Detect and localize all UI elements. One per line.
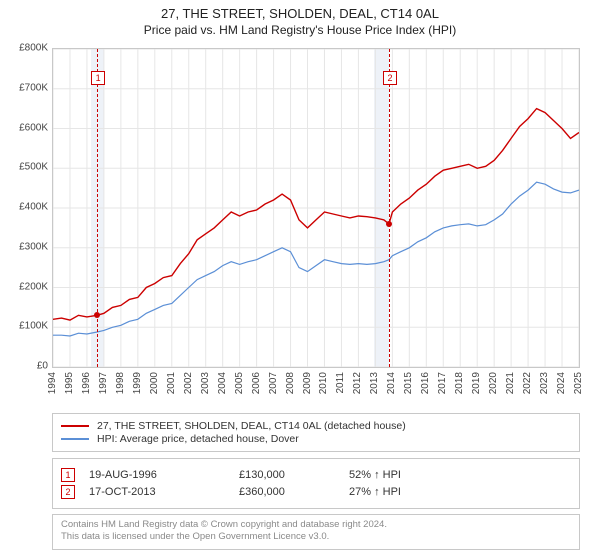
x-axis-tick-label: 1994 [47, 372, 58, 394]
x-axis-tick-label: 2005 [234, 372, 245, 394]
x-axis-tick-label: 2011 [335, 372, 346, 394]
y-axis-tick-label: £200K [19, 281, 48, 292]
y-axis-tick-label: £400K [19, 202, 48, 213]
chart-subtitle: Price paid vs. HM Land Registry's House … [0, 23, 600, 37]
legend-label: 27, THE STREET, SHOLDEN, DEAL, CT14 0AL … [97, 420, 406, 432]
sale-marker-line [389, 49, 390, 367]
legend-swatch [61, 425, 89, 427]
sale-price: £360,000 [239, 486, 349, 498]
x-axis-tick-label: 2024 [556, 372, 567, 394]
y-axis-tick-label: £100K [19, 321, 48, 332]
x-axis-tick-label: 1999 [132, 372, 143, 394]
sale-marker-label: 1 [91, 71, 105, 85]
sale-row-marker: 1 [61, 468, 75, 482]
x-axis-tick-label: 2007 [268, 372, 279, 394]
x-axis-tick-label: 2009 [302, 372, 313, 394]
x-axis-tick-label: 2020 [488, 372, 499, 394]
chart-title: 27, THE STREET, SHOLDEN, DEAL, CT14 0AL [0, 6, 600, 21]
x-axis-tick-label: 2021 [505, 372, 516, 394]
footer-line-1: Contains HM Land Registry data © Crown c… [61, 519, 571, 531]
x-axis-tick-label: 2022 [522, 372, 533, 394]
y-axis-tick-label: £700K [19, 82, 48, 93]
sales-table: 1 19-AUG-1996£130,00052% ↑ HPI 2 17-OCT-201… [52, 458, 580, 509]
y-axis-tick-label: £500K [19, 162, 48, 173]
plot-area: 12 [52, 48, 580, 368]
x-axis-tick-label: 1995 [64, 372, 75, 394]
legend-item: 27, THE STREET, SHOLDEN, DEAL, CT14 0AL … [61, 420, 571, 432]
x-axis-tick-label: 2000 [149, 372, 160, 394]
sale-row: 1 19-AUG-1996£130,00052% ↑ HPI [61, 468, 571, 482]
footer-line-2: This data is licensed under the Open Gov… [61, 531, 571, 543]
x-axis-tick-label: 2019 [471, 372, 482, 394]
x-axis-tick-label: 2018 [454, 372, 465, 394]
x-axis-tick-label: 2008 [285, 372, 296, 394]
x-axis-tick-label: 2010 [318, 372, 329, 394]
x-axis-tick-label: 2012 [352, 372, 363, 394]
x-axis-tick-label: 2015 [403, 372, 414, 394]
series-hpi [53, 182, 579, 336]
y-axis-tick-label: £0 [37, 361, 48, 372]
x-axis-tick-label: 2001 [166, 372, 177, 394]
line-series [53, 49, 579, 367]
x-axis-tick-label: 2002 [183, 372, 194, 394]
y-axis-tick-label: £300K [19, 241, 48, 252]
y-axis-tick-label: £600K [19, 122, 48, 133]
x-axis-tick-label: 1997 [98, 372, 109, 394]
chart-container: 27, THE STREET, SHOLDEN, DEAL, CT14 0AL … [0, 0, 600, 560]
x-axis-tick-label: 2016 [420, 372, 431, 394]
x-axis-tick-label: 2006 [251, 372, 262, 394]
legend-item: HPI: Average price, detached house, Dove… [61, 433, 571, 445]
attribution-footer: Contains HM Land Registry data © Crown c… [52, 514, 580, 550]
sale-marker-line [97, 49, 98, 367]
legend-label: HPI: Average price, detached house, Dove… [97, 433, 299, 445]
sale-hpi: 27% ↑ HPI [349, 486, 469, 498]
x-axis-tick-label: 2014 [386, 372, 397, 394]
legend-swatch [61, 438, 89, 440]
sale-row-marker: 2 [61, 485, 75, 499]
series-property [53, 109, 579, 321]
x-axis-tick-label: 2013 [369, 372, 380, 394]
sale-marker-label: 2 [383, 71, 397, 85]
x-axis-tick-label: 1998 [115, 372, 126, 394]
x-axis-tick-label: 2023 [539, 372, 550, 394]
sale-date: 19-AUG-1996 [89, 469, 239, 481]
legend: 27, THE STREET, SHOLDEN, DEAL, CT14 0AL … [52, 413, 580, 452]
x-axis-tick-label: 2003 [200, 372, 211, 394]
sale-hpi: 52% ↑ HPI [349, 469, 469, 481]
x-axis-tick-label: 2017 [437, 372, 448, 394]
sale-price: £130,000 [239, 469, 349, 481]
y-axis-tick-label: £800K [19, 43, 48, 54]
title-block: 27, THE STREET, SHOLDEN, DEAL, CT14 0AL … [0, 0, 600, 37]
sale-row: 2 17-OCT-2013£360,00027% ↑ HPI [61, 485, 571, 499]
sale-date: 17-OCT-2013 [89, 486, 239, 498]
x-axis-tick-label: 2004 [217, 372, 228, 394]
x-axis-tick-label: 1996 [81, 372, 92, 394]
x-axis-tick-label: 2025 [573, 372, 584, 394]
